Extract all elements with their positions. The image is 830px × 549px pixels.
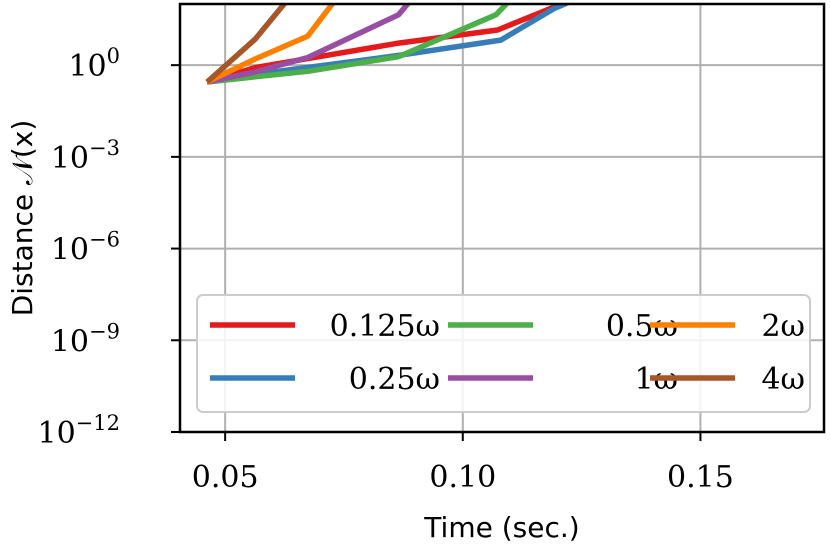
- x-tick-label: 0.10: [429, 460, 496, 495]
- series-line: [206, 4, 511, 85]
- y-tick-label: 10−6: [51, 228, 120, 268]
- series-line: [205, 4, 288, 85]
- y-axis: 100 10−3 10−6 10−9 10−12: [37, 44, 180, 451]
- legend-label: 2ω: [761, 309, 805, 344]
- y-tick-label: 10−12: [37, 411, 120, 451]
- x-tick-label: 0.05: [192, 460, 259, 495]
- legend-label: 0.125ω: [330, 309, 440, 344]
- series-line: [205, 4, 336, 85]
- series-layer: [205, 4, 572, 85]
- legend-label: 0.25ω: [349, 362, 440, 397]
- x-axis: 0.05 0.10 0.15: [192, 432, 734, 495]
- x-axis-title: Time (sec.): [423, 511, 579, 544]
- plot-frame: [178, 2, 826, 434]
- series-line: [206, 4, 412, 85]
- y-tick-label: 10−3: [51, 136, 120, 176]
- x-tick-label: 0.15: [667, 460, 734, 495]
- y-axis-title: Distance 𝒩(x): [6, 120, 39, 317]
- legend-box: [196, 294, 811, 413]
- legend-label: 4ω: [761, 362, 805, 397]
- y-tick-label: 100: [68, 44, 120, 84]
- y-tick-label: 10−9: [51, 319, 120, 359]
